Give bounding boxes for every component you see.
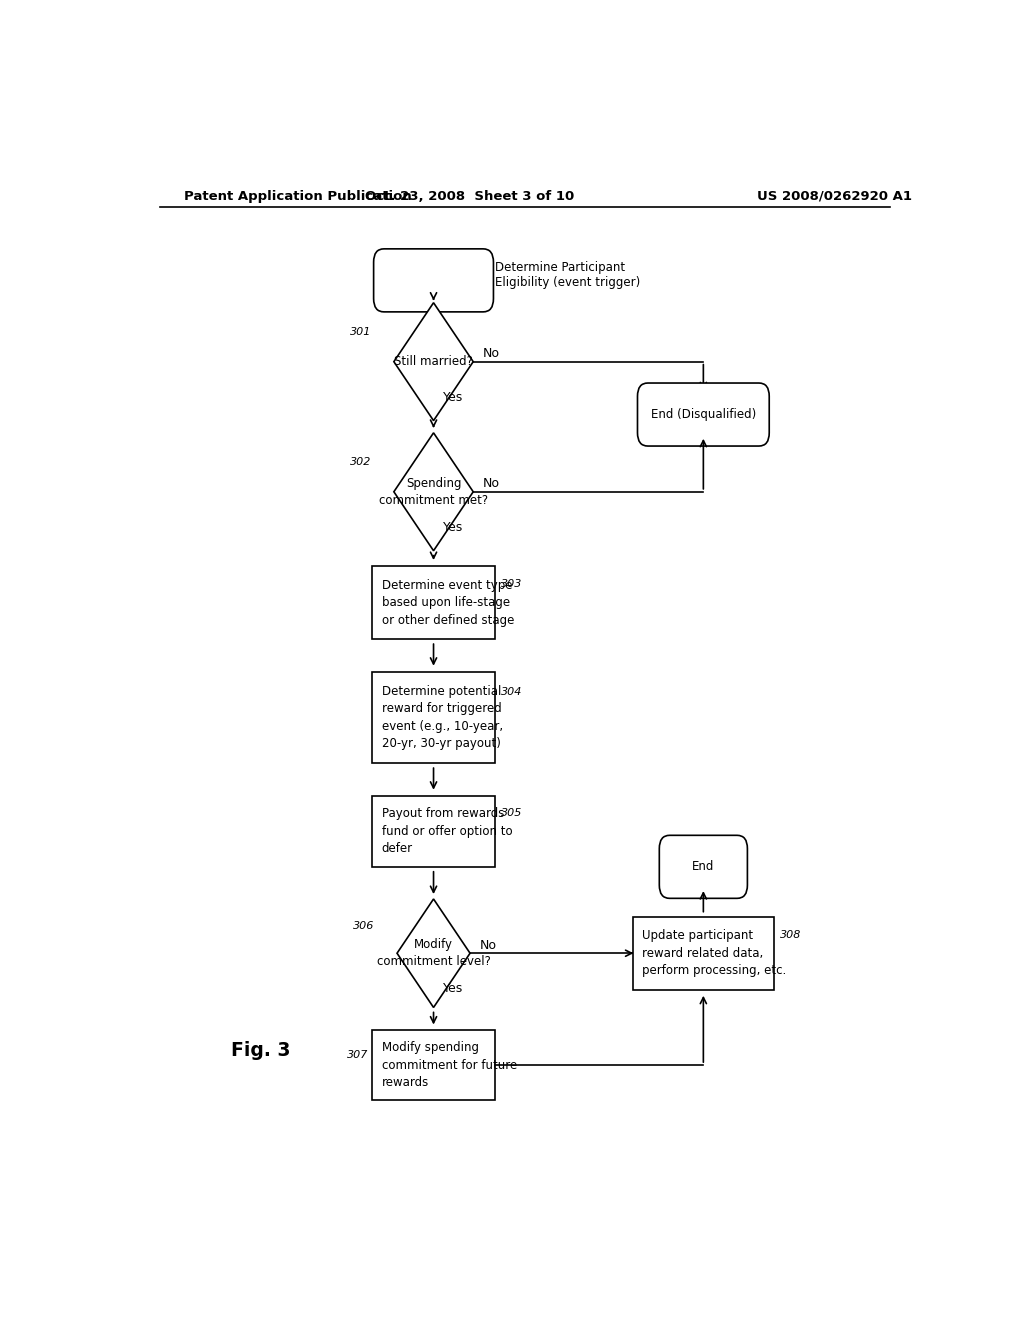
Text: End: End: [692, 861, 715, 874]
Text: No: No: [479, 939, 497, 952]
FancyBboxPatch shape: [374, 249, 494, 312]
Text: 308: 308: [780, 929, 802, 940]
Text: No: No: [482, 347, 500, 360]
Text: US 2008/0262920 A1: US 2008/0262920 A1: [757, 190, 911, 202]
Bar: [372, 796, 495, 867]
Text: Modify
commitment level?: Modify commitment level?: [377, 939, 490, 969]
Text: 301: 301: [350, 327, 372, 337]
Text: Yes: Yes: [443, 520, 463, 533]
Text: Determine Participant
Eligibility (event trigger): Determine Participant Eligibility (event…: [495, 261, 640, 289]
FancyBboxPatch shape: [638, 383, 769, 446]
Text: 305: 305: [502, 808, 523, 818]
Text: Yes: Yes: [443, 391, 463, 404]
Text: Fig. 3: Fig. 3: [231, 1041, 291, 1060]
Text: Modify spending
commitment for future
rewards: Modify spending commitment for future re…: [382, 1041, 517, 1089]
Bar: [372, 672, 495, 763]
Text: Patent Application Publication: Patent Application Publication: [183, 190, 412, 202]
Text: Determine potential
reward for triggered
event (e.g., 10-year,
20-yr, 30-yr payo: Determine potential reward for triggered…: [382, 685, 503, 750]
Text: Yes: Yes: [443, 982, 463, 995]
Polygon shape: [397, 899, 470, 1007]
Bar: [633, 916, 774, 990]
Text: 306: 306: [353, 921, 375, 931]
Text: 304: 304: [502, 686, 523, 697]
Text: Oct. 23, 2008  Sheet 3 of 10: Oct. 23, 2008 Sheet 3 of 10: [365, 190, 573, 202]
Text: 307: 307: [347, 1049, 368, 1060]
Text: Determine event type
based upon life-stage
or other defined stage: Determine event type based upon life-sta…: [382, 578, 514, 627]
Text: Payout from rewards
fund or offer option to
defer: Payout from rewards fund or offer option…: [382, 808, 512, 855]
Text: 303: 303: [502, 579, 523, 589]
Polygon shape: [394, 302, 473, 421]
Text: 302: 302: [350, 457, 372, 467]
Bar: [372, 1031, 495, 1100]
Text: End (Disqualified): End (Disqualified): [650, 408, 756, 421]
Text: Spending
commitment met?: Spending commitment met?: [379, 477, 488, 507]
FancyBboxPatch shape: [659, 836, 748, 899]
Polygon shape: [394, 433, 473, 550]
Text: Still married?: Still married?: [394, 355, 473, 368]
Text: No: No: [482, 477, 500, 490]
Text: Update participant
reward related data,
perform processing, etc.: Update participant reward related data, …: [642, 929, 786, 977]
Bar: [372, 566, 495, 639]
